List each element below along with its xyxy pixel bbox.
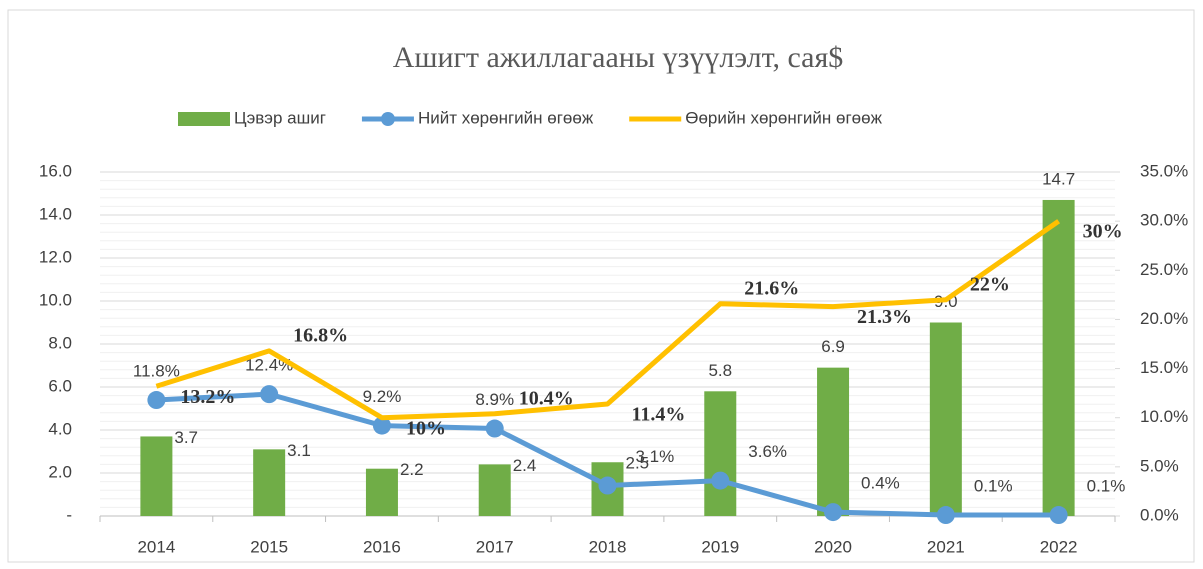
bar-value-label: 2.4 bbox=[513, 456, 537, 475]
bar bbox=[140, 436, 173, 516]
line-value-label: 9.2% bbox=[363, 387, 402, 406]
line-value-label: 22% bbox=[970, 273, 1010, 295]
line-marker bbox=[598, 476, 617, 495]
line-value-label: 3.1% bbox=[636, 447, 675, 466]
y2-tick-label: 5.0% bbox=[1140, 456, 1179, 475]
y-tick-label: 12.0 bbox=[39, 247, 72, 266]
line-marker bbox=[147, 391, 166, 410]
bar bbox=[929, 322, 962, 516]
x-tick-label: 2017 bbox=[476, 537, 514, 556]
bar bbox=[478, 464, 511, 516]
x-tick-label: 2014 bbox=[137, 537, 175, 556]
line-marker bbox=[711, 471, 730, 490]
line-value-label: 30% bbox=[1083, 221, 1123, 243]
y2-tick-label: 25.0% bbox=[1140, 260, 1188, 279]
y2-tick-label: 30.0% bbox=[1140, 211, 1188, 230]
line-value-label: 13.2% bbox=[180, 386, 235, 408]
bar bbox=[253, 449, 286, 516]
line-value-label: 16.8% bbox=[293, 324, 348, 346]
x-tick-label: 2022 bbox=[1040, 537, 1078, 556]
line-value-label: 8.9% bbox=[475, 390, 514, 409]
x-tick-label: 2019 bbox=[701, 537, 739, 556]
x-tick-label: 2018 bbox=[589, 537, 627, 556]
y2-tick-label: 0.0% bbox=[1140, 505, 1179, 524]
line-marker bbox=[372, 416, 391, 435]
bar bbox=[1042, 199, 1075, 516]
line-marker bbox=[936, 506, 955, 525]
line-value-label: 0.4% bbox=[861, 474, 900, 493]
legend-label: Өөрийн хөрөнгийн өгөөж bbox=[685, 108, 882, 127]
line-value-label: 10.4% bbox=[519, 387, 574, 409]
legend-label: Цэвэр ашиг bbox=[234, 108, 326, 127]
line-value-label: 0.1% bbox=[1087, 477, 1126, 496]
y-tick-label: 6.0 bbox=[48, 376, 72, 395]
y-tick-label: 8.0 bbox=[48, 333, 72, 352]
line-marker bbox=[824, 503, 843, 522]
line-value-label: 0.1% bbox=[974, 477, 1013, 496]
bar-value-label: 3.7 bbox=[174, 428, 198, 447]
y2-tick-label: 15.0% bbox=[1140, 358, 1188, 377]
x-tick-label: 2021 bbox=[927, 537, 965, 556]
line-value-label: 11.8% bbox=[133, 362, 180, 381]
line-value-label: 10% bbox=[406, 417, 446, 439]
line-value-label: 21.3% bbox=[857, 306, 912, 328]
y-tick-label: 10.0 bbox=[39, 290, 72, 309]
y2-tick-label: 20.0% bbox=[1140, 309, 1188, 328]
x-tick-label: 2016 bbox=[363, 537, 401, 556]
legend-label: Нийт хөрөнгийн өгөөж bbox=[418, 108, 594, 127]
y-tick-label: - bbox=[66, 505, 72, 524]
x-tick-label: 2015 bbox=[250, 537, 288, 556]
line bbox=[155, 219, 1061, 421]
legend-marker bbox=[380, 112, 395, 126]
line-value-label: 3.6% bbox=[748, 442, 787, 461]
bar bbox=[365, 468, 398, 516]
line-value-label: 11.4% bbox=[632, 404, 686, 426]
line-marker bbox=[1049, 506, 1068, 525]
bar-value-label: 3.1 bbox=[287, 441, 311, 460]
bar-value-label: 5.8 bbox=[708, 361, 732, 380]
bar bbox=[817, 367, 850, 516]
line-marker bbox=[485, 419, 504, 438]
y-tick-label: 2.0 bbox=[48, 462, 72, 481]
line-value-label: 21.6% bbox=[744, 277, 799, 299]
x-tick-label: 2020 bbox=[814, 537, 852, 556]
y-tick-label: 16.0 bbox=[39, 161, 72, 180]
y2-tick-label: 35.0% bbox=[1140, 161, 1188, 180]
legend-swatch bbox=[178, 112, 230, 126]
bar-value-label: 2.5 bbox=[626, 454, 650, 473]
y-tick-label: 4.0 bbox=[48, 419, 72, 438]
line-marker bbox=[260, 385, 279, 404]
bar-value-label: 2.2 bbox=[400, 460, 424, 479]
y-tick-label: 14.0 bbox=[39, 204, 72, 223]
bar-value-label: 6.9 bbox=[821, 337, 845, 356]
chart-title: Ашигт ажиллагааны үзүүлэлт, сая$ bbox=[393, 41, 844, 74]
bar-value-label: 14.7 bbox=[1042, 169, 1075, 188]
y2-tick-label: 10.0% bbox=[1140, 407, 1188, 426]
bar bbox=[704, 391, 737, 516]
